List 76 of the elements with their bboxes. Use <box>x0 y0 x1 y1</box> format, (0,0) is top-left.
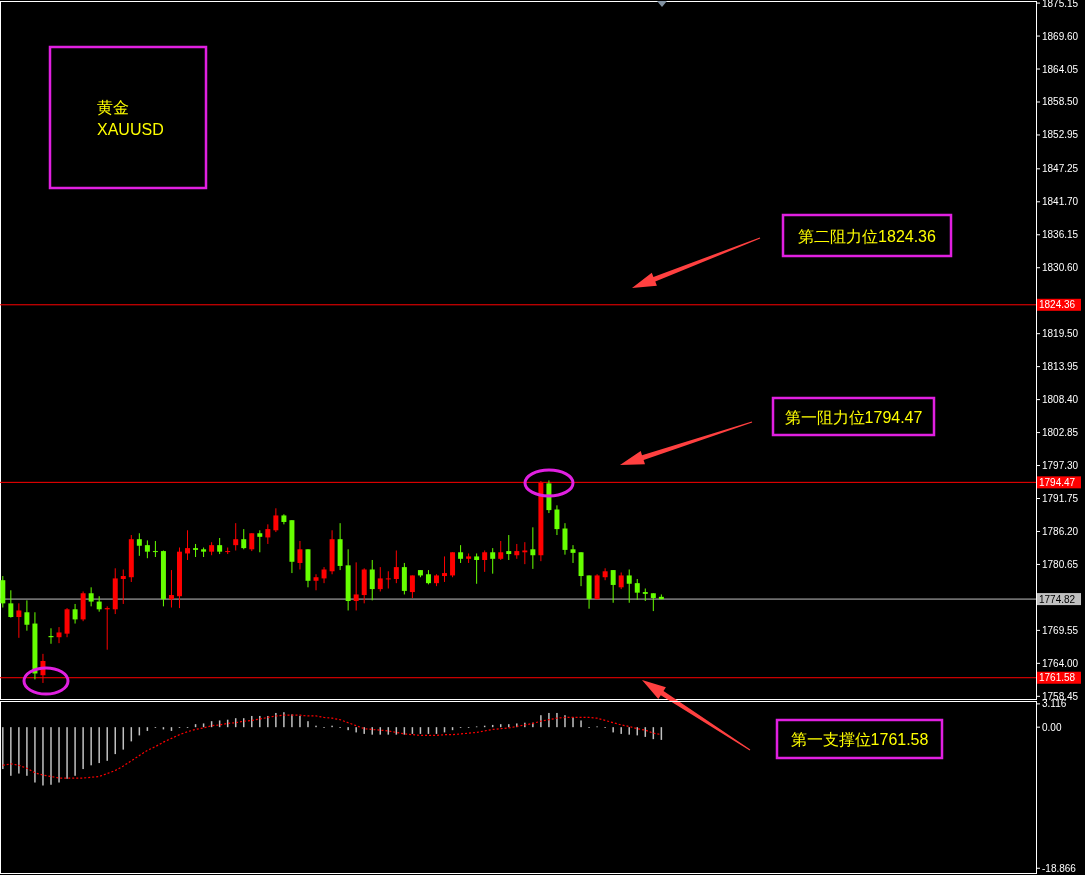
annotation: 第一支撑位1761.58 <box>790 731 929 748</box>
candlestick <box>602 567 608 581</box>
candlestick <box>450 551 456 578</box>
candlestick <box>152 540 158 558</box>
candlestick <box>16 602 22 639</box>
candlestick <box>562 522 568 556</box>
ref-line-label: 1761.58 <box>1039 672 1076 684</box>
y-tick-label: 1808.40 <box>1042 394 1079 406</box>
y-tick-label: 1864.05 <box>1042 63 1079 75</box>
y-tick-label: 1769.55 <box>1042 624 1079 636</box>
annotation: 第二阻力位1824.36 <box>798 227 937 245</box>
ref-line-label: 1794.47 <box>1039 476 1076 488</box>
candlestick <box>185 529 191 561</box>
candlestick <box>56 626 62 644</box>
y-tick-label: 1836.15 <box>1042 229 1079 241</box>
y-tick-label: 3.116 <box>1042 698 1067 710</box>
candlestick <box>409 574 415 599</box>
annotation: 黄金 XAUUSD <box>97 99 164 138</box>
candlestick <box>233 522 239 551</box>
candlestick <box>586 574 592 610</box>
candlestick <box>168 569 174 609</box>
candlestick <box>442 555 448 583</box>
ref-line-label: 1824.36 <box>1039 299 1076 311</box>
y-tick-label: 1858.50 <box>1042 96 1079 108</box>
candlestick <box>594 573 600 600</box>
y-tick-label: 1786.20 <box>1042 525 1079 537</box>
candlestick <box>498 540 504 561</box>
candlestick <box>8 589 14 619</box>
candlestick <box>313 573 319 591</box>
y-tick-label: 1847.25 <box>1042 163 1079 175</box>
candlestick <box>353 561 359 611</box>
candlestick <box>24 599 30 632</box>
candlestick <box>265 523 271 545</box>
candlestick <box>610 569 616 604</box>
y-tick-label: 1869.60 <box>1042 30 1079 42</box>
candlestick <box>377 566 383 592</box>
candlestick <box>369 559 375 601</box>
y-tick-label: 1764.00 <box>1042 657 1079 669</box>
line-series <box>2 714 662 779</box>
candlestick <box>72 603 78 625</box>
candlestick <box>257 529 263 553</box>
candlestick <box>297 540 303 570</box>
candlestick <box>385 570 391 590</box>
y-tick-label: 1819.50 <box>1042 328 1079 340</box>
candlestick <box>570 544 576 564</box>
candlestick <box>241 528 247 550</box>
y-tick-label: 1797.30 <box>1042 460 1079 472</box>
candlestick <box>401 562 407 595</box>
candlestick <box>120 569 126 605</box>
y-tick-label: 1791.75 <box>1042 493 1079 505</box>
candlestick <box>482 549 488 573</box>
candlestick <box>474 552 480 585</box>
y-tick-label: 1841.70 <box>1042 196 1079 208</box>
candlestick <box>273 507 279 533</box>
candlestick <box>506 534 512 561</box>
ref-line-label: 1774.82 <box>1039 593 1076 605</box>
candlestick <box>88 586 94 607</box>
y-tick-label: 1830.60 <box>1042 262 1079 274</box>
candlestick <box>522 541 528 565</box>
y-tick-label: 1780.65 <box>1042 558 1079 570</box>
y-tick-label: 1875.15 <box>1042 0 1079 9</box>
candlestick <box>626 569 632 604</box>
candlestick <box>0 575 6 609</box>
candlestick <box>554 504 560 536</box>
candlestick <box>530 526 536 570</box>
y-tick-label: -18.866 <box>1042 862 1077 874</box>
candlestick <box>490 547 496 575</box>
annotation: 第一阻力位1794.47 <box>784 408 923 426</box>
y-tick-label: 1813.95 <box>1042 361 1079 373</box>
candlestick <box>578 551 584 587</box>
y-tick-label: 0.00 <box>1042 721 1062 733</box>
candlestick <box>634 578 640 601</box>
y-tick-label: 1852.95 <box>1042 129 1079 141</box>
candlestick <box>136 532 142 557</box>
y-tick-label: 1802.85 <box>1042 427 1079 439</box>
candlestick <box>393 549 399 584</box>
